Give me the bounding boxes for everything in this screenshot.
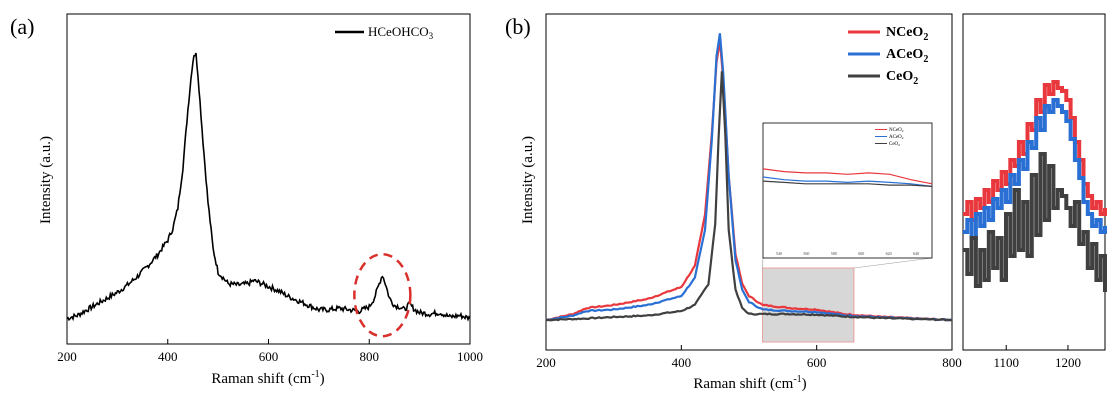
x-tick-label: 200 (57, 349, 77, 364)
inset-x-tick-label: 640 (913, 251, 919, 256)
zoom-connector (853, 257, 933, 269)
inset-legend-label: NCeO2 (889, 128, 904, 133)
x-tick-label: 1100 (993, 355, 1019, 370)
x-tick-label: 600 (807, 355, 827, 370)
panel-b-inset: NCeO2 ACeO2 CeO2 540 560 580 600 620 640 (762, 122, 933, 259)
inset-frame (762, 122, 933, 259)
legend-a-label: HCeOHCO3 (368, 24, 434, 41)
zoom-line-aceo2 (963, 98, 1107, 240)
panel-a-x-ticks: 200 400 600 800 1000 (57, 339, 483, 364)
panel-c-plot-area (963, 80, 1107, 292)
inset-x-tick-label: 540 (776, 251, 782, 256)
series-line-hceohco3 (66, 52, 471, 322)
inset-legend-label: CeO2 (889, 142, 900, 147)
panel-b-y-label: Intensity (a.u.) (520, 136, 536, 224)
panel-a-y-label: Intensity (a.u.) (38, 136, 54, 224)
inset-line-nceo2 (762, 168, 933, 185)
x-tick-label: 1200 (1055, 355, 1081, 370)
highlight-ellipse (353, 252, 412, 338)
panel-b: (b) 200 400 600 800 NCeO2 ACeO2 CeO2 NCeO2 ACe… (505, 13, 962, 392)
panel-b-x-ticks: 200 400 600 800 (536, 345, 962, 370)
inset-x-tick-label: 620 (886, 251, 892, 256)
panel-a-x-label: Raman shift (cm-1) (211, 369, 324, 387)
inset-x-tick-label: 580 (831, 251, 837, 256)
highlight-region (762, 267, 855, 343)
x-tick-label: 1000 (457, 349, 483, 364)
x-tick-label: 800 (360, 349, 380, 364)
panel-a: (a) 200 400 600 800 1000 HCeOHCO3 Raman shif… (10, 13, 483, 387)
panel-a-plot-area (66, 52, 471, 322)
x-tick-label: 800 (942, 355, 962, 370)
x-tick-label: 400 (672, 355, 692, 370)
series-line-ceo2 (545, 71, 953, 322)
legend-label: CeO2 (886, 69, 918, 87)
inset-x-tick-label: 560 (803, 251, 809, 256)
legend-label: ACeO2 (886, 47, 928, 65)
x-tick-label: 600 (259, 349, 279, 364)
legend-label: NCeO2 (886, 25, 928, 43)
panel-b-legend: NCeO2 ACeO2 CeO2 (848, 25, 928, 87)
inset-line-ceo2 (762, 180, 933, 187)
panel-b-x-label: Raman shift (cm-1) (693, 374, 806, 392)
panel-b-plot-area (545, 33, 953, 322)
panel-b-frame (545, 13, 953, 351)
inset-x-tick-label: 600 (858, 251, 864, 256)
panel-c-x-ticks: 1100 1200 (993, 345, 1081, 370)
panel-label-b: (b) (505, 14, 531, 39)
x-tick-label: 400 (158, 349, 178, 364)
panel-c: 1100 1200 (962, 13, 1107, 370)
x-tick-label: 200 (536, 355, 556, 370)
inset-legend-label: ACeO2 (889, 135, 904, 140)
panel-label-a: (a) (10, 14, 34, 39)
inset-line-aceo2 (762, 176, 933, 187)
panel-c-frame (962, 13, 1106, 351)
panel-a-annotation (353, 252, 412, 338)
panel-b-highlight (762, 257, 933, 343)
zoom-line-ceo2 (963, 152, 1107, 292)
